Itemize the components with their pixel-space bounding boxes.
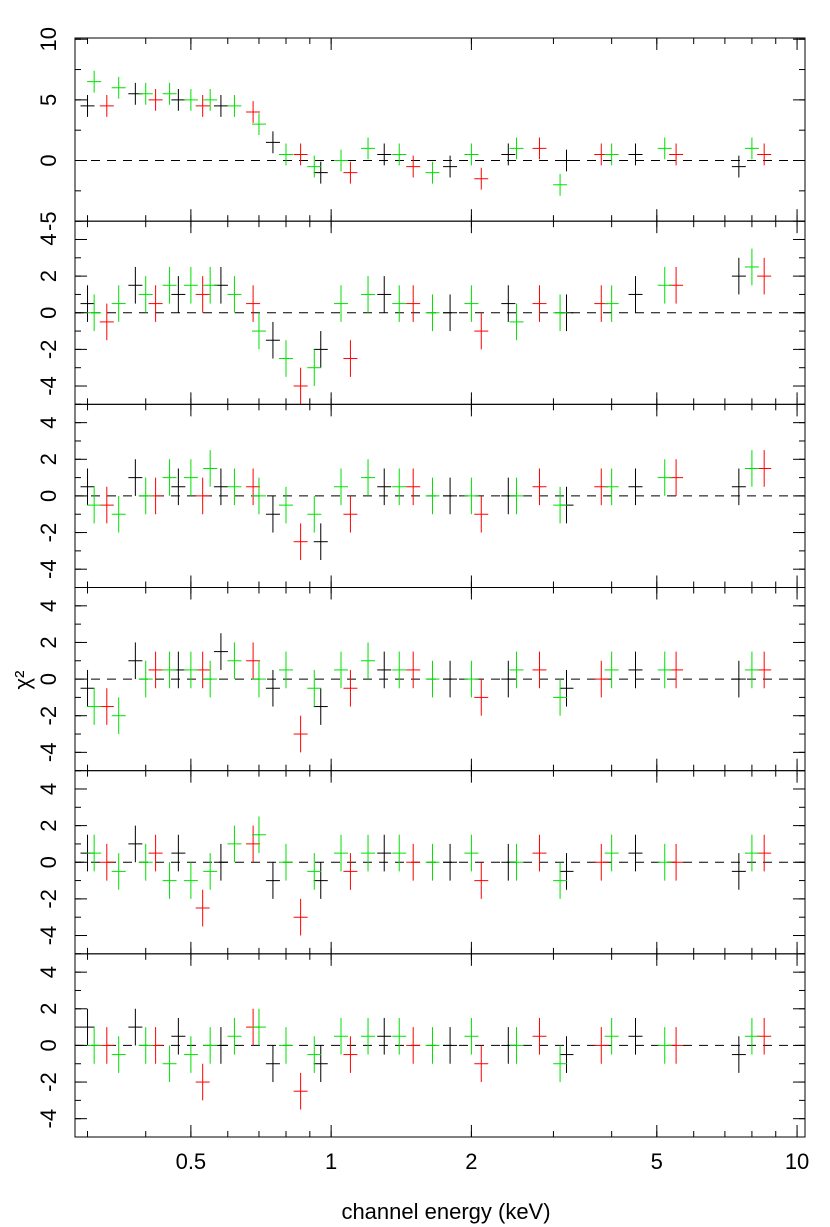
y-axis-label: χ²: [10, 671, 35, 690]
panel-data: [75, 1008, 805, 1110]
x-axis-label: channel energy (keV): [341, 1199, 550, 1224]
x-tick-label: 1: [325, 1149, 337, 1174]
y-tick-label: 0: [36, 490, 61, 502]
y-tick-label: 4: [36, 600, 61, 612]
panel-data: [75, 70, 805, 196]
y-tick-label: 4: [36, 417, 61, 429]
y-tick-label: 0: [36, 154, 61, 166]
y-tick-label: -2: [36, 340, 61, 360]
y-tick-label: -2: [36, 706, 61, 726]
panel-data: [75, 816, 805, 936]
panel-frame: [74, 587, 806, 772]
panel-frame: [74, 220, 806, 405]
x-tick-label: 0.5: [176, 1149, 207, 1174]
y-tick-label: -4: [36, 376, 61, 396]
panel-data: [75, 248, 805, 405]
y-tick-label: 10: [36, 27, 61, 51]
y-tick-label: 2: [36, 1003, 61, 1015]
y-tick-label: -5: [36, 211, 61, 231]
x-tick-label: 10: [785, 1149, 809, 1174]
panel-data: [75, 450, 805, 561]
y-tick-label: 0: [36, 856, 61, 868]
x-tick-label: 5: [651, 1149, 663, 1174]
y-tick-label: 0: [36, 673, 61, 685]
y-tick-label: 2: [36, 270, 61, 282]
y-tick-label: 2: [36, 636, 61, 648]
y-tick-label: -2: [36, 523, 61, 543]
panel-frame: [74, 770, 806, 955]
y-tick-label: 4: [36, 783, 61, 795]
panel-frame: [74, 953, 806, 1138]
y-tick-label: 4: [36, 233, 61, 245]
panel-frame: [74, 403, 806, 589]
panel-frame: [74, 37, 806, 222]
y-tick-label: 0: [36, 307, 61, 319]
y-tick-label: 0: [36, 1039, 61, 1051]
y-tick-label: -4: [36, 1109, 61, 1129]
y-tick-label: -4: [36, 926, 61, 946]
x-tick-label: 2: [465, 1149, 477, 1174]
y-tick-label: -2: [36, 889, 61, 909]
y-tick-label: 2: [36, 453, 61, 465]
y-tick-label: 2: [36, 819, 61, 831]
y-tick-label: -4: [36, 559, 61, 579]
y-tick-label: 5: [36, 94, 61, 106]
y-tick-label: -2: [36, 1072, 61, 1092]
y-tick-label: -4: [36, 743, 61, 763]
panel-data: [75, 633, 805, 753]
y-tick-label: 4: [36, 966, 61, 978]
